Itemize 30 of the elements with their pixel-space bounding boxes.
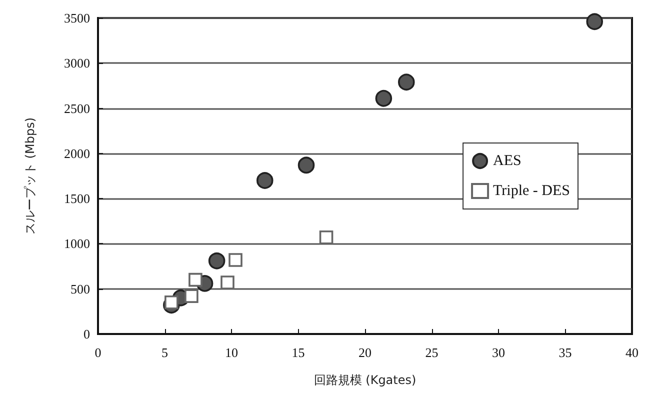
- x-tick-label: 40: [626, 345, 638, 360]
- x-tick-label: 15: [292, 345, 305, 360]
- y-tick-label: 2000: [64, 146, 90, 161]
- x-axis-title: 回路規模 (Kgates): [314, 373, 416, 387]
- y-axis-title: スループット (Mbps): [23, 117, 37, 235]
- y-tick-label: 3000: [64, 56, 90, 71]
- legend-label: AES: [493, 153, 522, 169]
- point: [188, 272, 202, 287]
- x-tick-label: 10: [225, 345, 238, 360]
- point: [184, 289, 198, 303]
- point: [164, 296, 178, 310]
- x-tick-label: 35: [558, 345, 572, 360]
- y-tick-label: 1000: [64, 236, 90, 252]
- x-tick-label: 20: [358, 345, 372, 360]
- point: [375, 90, 392, 107]
- point: [398, 74, 415, 90]
- x-tick-label: 5: [162, 345, 168, 360]
- x-tick-label: 25: [425, 345, 438, 360]
- point: [586, 13, 604, 30]
- x-tick-label: 30: [492, 345, 505, 360]
- legend-label: Triple - DES: [493, 183, 570, 199]
- point: [298, 156, 315, 174]
- y-tick-label: 3500: [64, 10, 90, 26]
- point: [208, 252, 226, 270]
- point: [256, 172, 274, 189]
- y-tick-label: 0: [84, 326, 90, 342]
- y-tick-label: 2500: [64, 100, 90, 116]
- y-tick-label: 1500: [64, 191, 90, 206]
- y-tick-label: 500: [70, 281, 90, 296]
- x-tick-label: 0: [94, 345, 102, 360]
